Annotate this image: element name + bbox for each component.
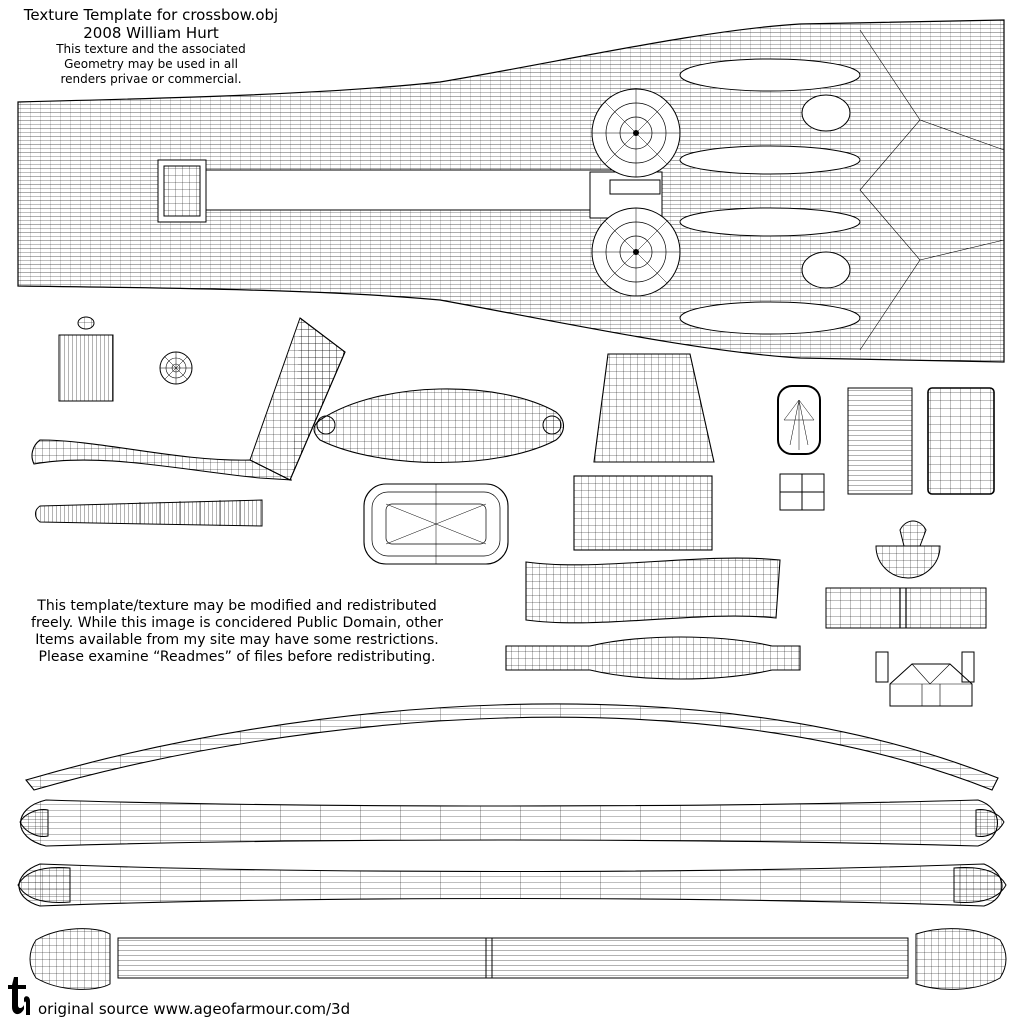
- cross-square-uv-island: [779, 473, 825, 511]
- trapezoid-uv-island: [593, 353, 715, 463]
- frame-panel-uv-island: [927, 387, 995, 495]
- notice-line-3: Items available from my site may have so…: [35, 632, 439, 648]
- small-cap-uv-island: [58, 316, 114, 402]
- wide-patch-uv-island: [525, 557, 781, 624]
- template-title: Texture Template for crossbow.obj: [23, 6, 279, 24]
- limb-strip-2-uv-island: [17, 863, 1007, 907]
- license-line-1: This texture and the associated: [56, 42, 246, 56]
- limb-pod-uv-island: [505, 636, 801, 680]
- half-disk-uv-island: [875, 520, 941, 579]
- box-uv-island: [363, 483, 509, 565]
- source-url: original source www.ageofarmour.com/3d: [38, 1000, 351, 1018]
- bolt-disk-uv-island: [159, 351, 193, 385]
- bow-arc-uv-island: [25, 703, 999, 791]
- slat-panel-uv-island: [847, 387, 913, 495]
- trigger-uv-island: [31, 317, 346, 481]
- tapered-rod-uv-island: [35, 499, 263, 527]
- house-shape-uv-island: [875, 651, 975, 707]
- limb-strip-1-uv-island: [19, 799, 1005, 847]
- author-credit: 2008 William Hurt: [83, 24, 219, 42]
- limb-strip-3-uv-island: [29, 928, 1007, 990]
- notice-line-2: freely. While this image is concidered P…: [31, 615, 443, 631]
- oval-face-uv-island: [777, 385, 821, 455]
- strip-panel-uv-island: [825, 587, 987, 629]
- notice-line-1: This template/texture may be modified an…: [37, 598, 437, 614]
- square-patch-uv-island: [573, 475, 713, 551]
- notice-line-4: Please examine “Readmes” of files before…: [38, 649, 436, 665]
- grip-pod-uv-island: [313, 388, 565, 464]
- maker-logo-icon: [8, 977, 30, 1015]
- license-line-3: renders privae or commercial.: [60, 72, 242, 86]
- license-line-2: Geometry may be used in all: [64, 57, 238, 71]
